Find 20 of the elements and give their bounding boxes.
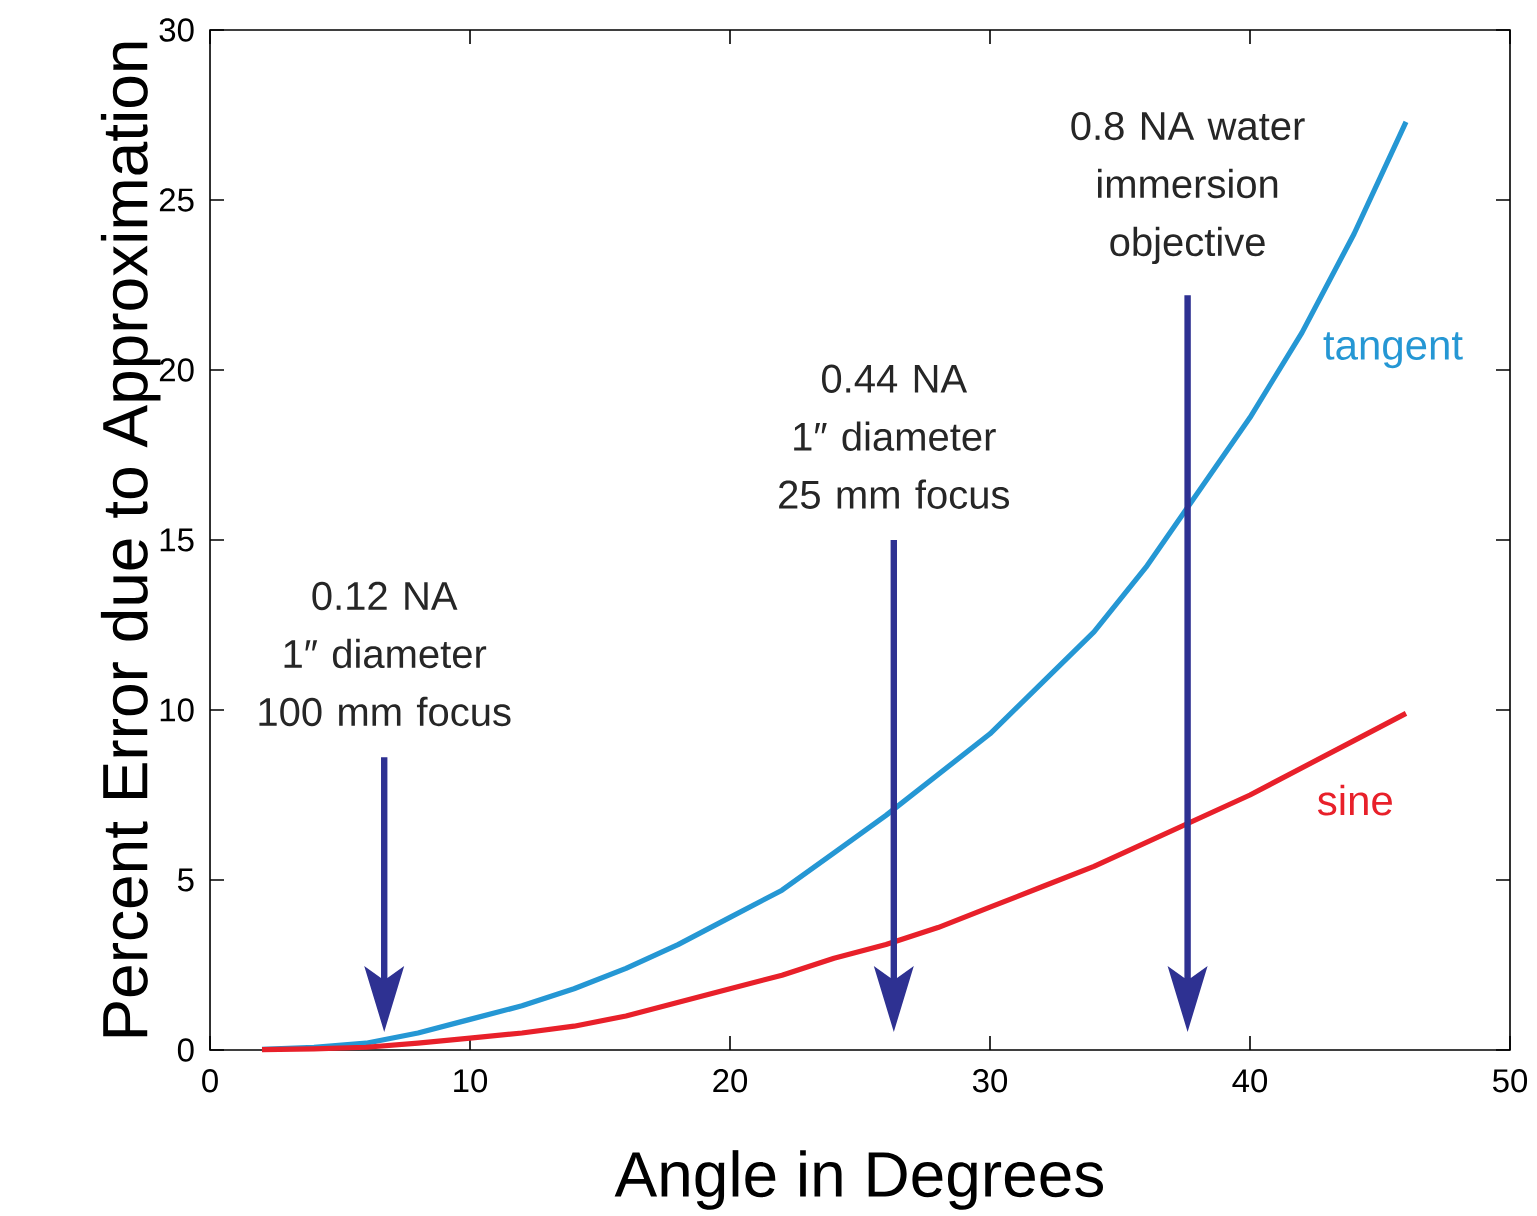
y-axis-title: Percent Error due to Approximation — [100, 42, 161, 1037]
y-tick-label: 15 — [160, 528, 194, 552]
x-axis-title: Angle in Degrees — [614, 1149, 1103, 1210]
annotation: 0.8 NA water immersion objective — [1071, 111, 1305, 264]
series-label: sine — [1317, 784, 1392, 816]
x-tick-label: 30 — [972, 1068, 1008, 1093]
x-tick-label: 20 — [713, 1068, 748, 1093]
x-tick-label: 10 — [454, 1068, 488, 1093]
y-tick-label: 0 — [177, 1038, 194, 1062]
y-tick-label: 10 — [160, 698, 194, 722]
x-tick-label: 0 — [202, 1068, 218, 1093]
y-tick-label: 25 — [159, 188, 194, 212]
annotation: 0.12 NA 1″ diameter 100 mm focus — [259, 581, 511, 726]
y-tick-label: 20 — [159, 358, 194, 382]
x-tick-label: 40 — [1232, 1068, 1268, 1093]
x-tick-label: 50 — [1492, 1068, 1528, 1093]
y-tick-label: 5 — [177, 868, 194, 892]
y-tick-label: 30 — [159, 18, 194, 42]
annotation: 0.44 NA 1″ diameter 25 mm focus — [779, 364, 1009, 509]
series-label: tangent — [1323, 332, 1463, 368]
